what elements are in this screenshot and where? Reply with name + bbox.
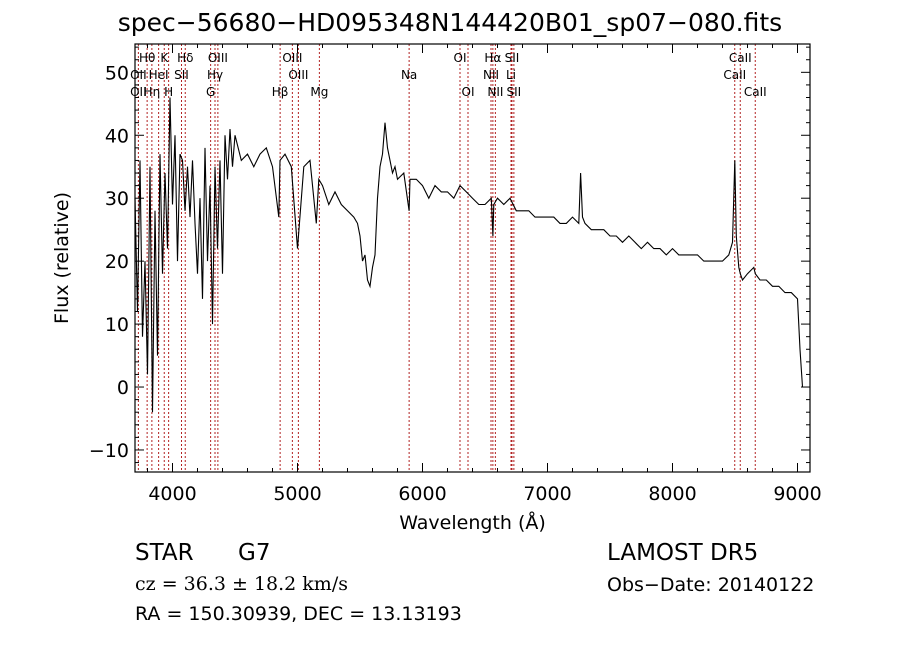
y-tick-label: 10 <box>105 314 129 336</box>
survey-name: LAMOST DR5 <box>607 540 759 566</box>
line-label: K <box>160 51 169 65</box>
object-subclass: G7 <box>238 540 271 566</box>
y-tick-label: 40 <box>105 125 129 147</box>
line-label: OII <box>130 68 147 82</box>
line-label: CaII <box>723 68 746 82</box>
line-label: SII <box>507 85 522 99</box>
line-label: Hβ <box>272 85 289 99</box>
line-label: Li <box>506 68 516 82</box>
line-label: Hγ <box>207 68 223 82</box>
line-label: CaII <box>729 51 752 65</box>
line-label: HeI <box>149 68 169 82</box>
x-tick-label: 4000 <box>148 483 196 505</box>
line-label: Hδ <box>177 51 193 65</box>
line-markers <box>137 44 756 472</box>
observation-date: Obs−Date: 20140122 <box>607 574 815 596</box>
y-tick-label: −10 <box>89 440 129 462</box>
line-label: OII <box>130 85 147 99</box>
spectrum-series <box>134 97 804 413</box>
line-label: OIII <box>282 51 302 65</box>
x-tick-label: 8000 <box>648 483 696 505</box>
line-label: OIII <box>288 68 308 82</box>
chart-title: spec−56680−HD095348N144420B01_sp07−080.f… <box>117 8 783 37</box>
line-label: G <box>206 85 215 99</box>
coordinates: RA = 150.30939, DEC = 13.13193 <box>135 603 462 625</box>
line-label: Mg <box>310 85 328 99</box>
line-label: Hα <box>484 51 501 65</box>
redshift-text: cz = 36.3 ± 18.2 km/s <box>135 573 348 595</box>
plot-frame <box>134 43 811 473</box>
x-axis: 4000 5000 6000 7000 8000 9000 <box>147 44 822 505</box>
y-axis: −10 0 10 20 30 40 50 <box>89 46 810 464</box>
line-label: NII <box>483 68 499 82</box>
line-label: Hθ <box>139 51 155 65</box>
y-tick-label: 30 <box>105 188 129 210</box>
x-axis-label: Wavelength (Å) <box>399 511 546 534</box>
line-label: Hη <box>144 85 161 99</box>
x-tick-label: 9000 <box>773 483 821 505</box>
line-label: CaII <box>744 85 767 99</box>
line-label: SII <box>505 51 520 65</box>
line-label: OI <box>462 85 475 99</box>
x-tick-label: 7000 <box>523 483 571 505</box>
line-label: Na <box>401 68 417 82</box>
line-label: SII <box>174 68 189 82</box>
line-label: H <box>164 85 173 99</box>
x-tick-label: 6000 <box>398 483 446 505</box>
line-label: OIII <box>208 51 228 65</box>
line-label: NII <box>487 85 503 99</box>
object-type: STAR <box>135 540 194 566</box>
x-tick-label: 5000 <box>273 483 321 505</box>
y-tick-label: 0 <box>117 377 129 399</box>
line-label: OI <box>454 51 467 65</box>
y-tick-label: 20 <box>105 251 129 273</box>
y-tick-label: 50 <box>105 62 129 84</box>
y-axis-label: Flux (relative) <box>51 192 73 324</box>
